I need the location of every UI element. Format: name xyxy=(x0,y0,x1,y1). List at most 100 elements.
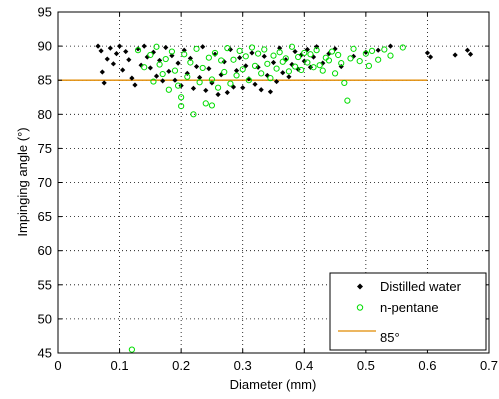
point-distilled-water xyxy=(197,74,203,81)
point-n-pentane xyxy=(270,52,277,59)
point-n-pentane xyxy=(313,47,320,54)
point-n-pentane xyxy=(208,76,216,83)
point-n-pentane xyxy=(245,77,252,84)
point-distilled-water xyxy=(107,45,113,51)
point-n-pentane xyxy=(190,111,197,118)
y-tick-label: 55 xyxy=(38,277,52,292)
point-distilled-water xyxy=(467,51,474,57)
point-n-pentane xyxy=(347,55,354,62)
point-distilled-water xyxy=(363,49,369,55)
point-distilled-water xyxy=(150,49,157,55)
point-n-pentane xyxy=(279,58,286,65)
legend-label-distilled-water: Distilled water xyxy=(380,279,462,294)
point-distilled-water xyxy=(270,59,277,66)
point-distilled-water xyxy=(301,58,307,64)
point-distilled-water xyxy=(166,68,172,74)
point-distilled-water xyxy=(233,68,240,74)
point-n-pentane xyxy=(248,44,256,51)
y-tick-label: 75 xyxy=(38,141,52,156)
y-tick-label: 60 xyxy=(38,243,52,258)
point-n-pentane xyxy=(214,84,222,91)
point-n-pentane xyxy=(153,43,160,50)
data-points xyxy=(95,43,474,353)
point-n-pentane xyxy=(202,100,209,107)
point-distilled-water xyxy=(258,87,264,93)
point-distilled-water xyxy=(187,55,193,61)
point-distilled-water xyxy=(160,78,166,84)
y-axis-title: Impinging angle (°) xyxy=(15,127,30,236)
point-n-pentane xyxy=(310,64,317,71)
x-tick-label: 0.4 xyxy=(295,358,313,373)
x-axis-title: Diameter (mm) xyxy=(230,377,317,392)
point-n-pentane xyxy=(295,53,302,61)
point-distilled-water xyxy=(101,80,107,86)
point-distilled-water xyxy=(227,46,233,53)
point-distilled-water xyxy=(464,47,471,53)
point-distilled-water xyxy=(172,77,178,83)
point-n-pentane xyxy=(328,48,336,55)
point-n-pentane xyxy=(399,44,406,51)
point-distilled-water xyxy=(98,48,104,54)
point-distilled-water xyxy=(332,46,338,52)
point-distilled-water xyxy=(267,89,274,95)
point-distilled-water xyxy=(264,72,270,79)
point-distilled-water xyxy=(240,85,246,91)
y-tick-label: 80 xyxy=(38,107,52,122)
x-tick-label: 0.7 xyxy=(480,358,498,373)
point-distilled-water xyxy=(350,53,357,59)
point-n-pentane xyxy=(239,66,246,73)
point-distilled-water xyxy=(249,50,255,56)
point-n-pentane xyxy=(193,45,200,52)
point-n-pentane xyxy=(196,79,203,86)
point-n-pentane xyxy=(381,46,388,53)
point-n-pentane xyxy=(335,51,342,59)
point-distilled-water xyxy=(273,78,280,85)
point-distilled-water xyxy=(304,46,310,53)
point-distilled-water xyxy=(95,43,101,49)
x-tick-label: 0.3 xyxy=(234,358,252,373)
point-n-pentane xyxy=(141,64,148,71)
point-n-pentane xyxy=(147,51,154,59)
point-n-pentane xyxy=(156,61,163,68)
x-tick-label: 0.5 xyxy=(357,358,375,373)
point-distilled-water xyxy=(104,56,110,62)
point-n-pentane xyxy=(368,47,376,54)
point-distilled-water xyxy=(246,76,252,82)
point-distilled-water xyxy=(252,81,258,87)
point-n-pentane xyxy=(307,51,314,58)
point-distilled-water xyxy=(295,66,301,72)
point-n-pentane xyxy=(316,62,323,69)
point-distilled-water xyxy=(452,52,458,58)
point-n-pentane xyxy=(134,47,142,54)
x-tick-label: 0.6 xyxy=(418,358,436,373)
legend-marker-distilled-water xyxy=(357,283,363,290)
point-n-pentane xyxy=(255,50,262,57)
point-n-pentane xyxy=(184,73,191,80)
point-n-pentane xyxy=(261,46,268,53)
point-distilled-water xyxy=(298,52,304,58)
point-distilled-water xyxy=(190,85,197,91)
point-distilled-water xyxy=(123,48,129,55)
point-distilled-water xyxy=(280,70,286,76)
point-distilled-water xyxy=(261,53,267,59)
point-distilled-water xyxy=(424,50,431,56)
point-n-pentane xyxy=(273,65,280,72)
point-distilled-water xyxy=(99,69,105,75)
point-n-pentane xyxy=(387,52,394,59)
point-distilled-water xyxy=(292,48,298,55)
point-n-pentane xyxy=(288,43,296,50)
point-distilled-water xyxy=(110,61,117,67)
point-n-pentane xyxy=(344,97,351,104)
point-distilled-water xyxy=(129,75,135,81)
point-distilled-water xyxy=(237,55,243,61)
y-tick-label: 95 xyxy=(38,5,52,20)
point-n-pentane xyxy=(375,56,382,63)
point-distilled-water xyxy=(153,73,160,79)
point-n-pentane xyxy=(227,80,234,87)
point-n-pentane xyxy=(282,55,289,62)
point-distilled-water xyxy=(286,74,292,80)
point-n-pentane xyxy=(236,47,243,54)
point-n-pentane xyxy=(291,63,299,70)
point-n-pentane xyxy=(350,45,357,52)
legend: Distilled water n-pentane 85° xyxy=(329,272,487,351)
